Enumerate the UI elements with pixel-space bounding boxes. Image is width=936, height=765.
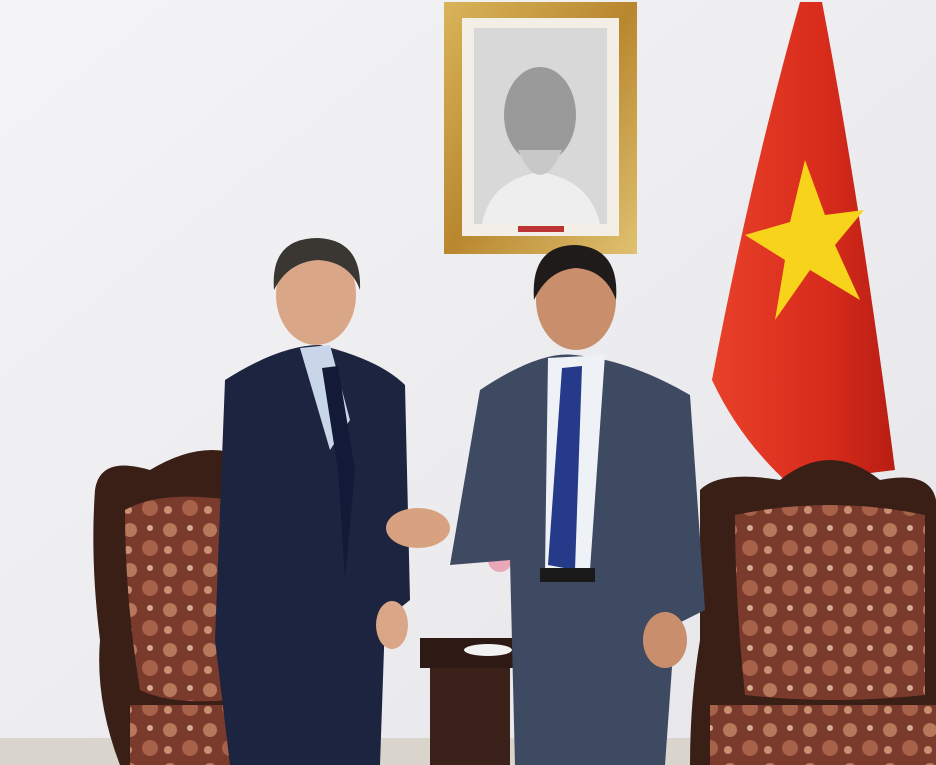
left-chair-back <box>125 496 230 702</box>
right-chair-seat <box>710 705 936 765</box>
left-man-tie <box>322 366 355 580</box>
left-man-face <box>276 245 356 345</box>
right-man-tie <box>548 366 582 570</box>
right-man-hair <box>533 245 617 300</box>
left-man-suit <box>215 345 410 765</box>
flag-star <box>745 160 864 320</box>
right-chair-back <box>735 505 925 700</box>
handshake <box>386 508 450 548</box>
right-man-belt <box>540 568 595 582</box>
portrait-face <box>504 67 576 163</box>
right-man-face <box>536 250 616 350</box>
left-man-hair <box>273 238 361 290</box>
teacup <box>464 644 512 656</box>
portrait-plaque <box>518 226 564 232</box>
left-man-hand <box>376 601 408 649</box>
portrait-shirt <box>482 172 600 224</box>
side-table-base <box>430 668 510 765</box>
portrait-beard <box>518 150 562 175</box>
left-chair-seat <box>130 705 240 765</box>
right-man-hand <box>643 612 687 668</box>
